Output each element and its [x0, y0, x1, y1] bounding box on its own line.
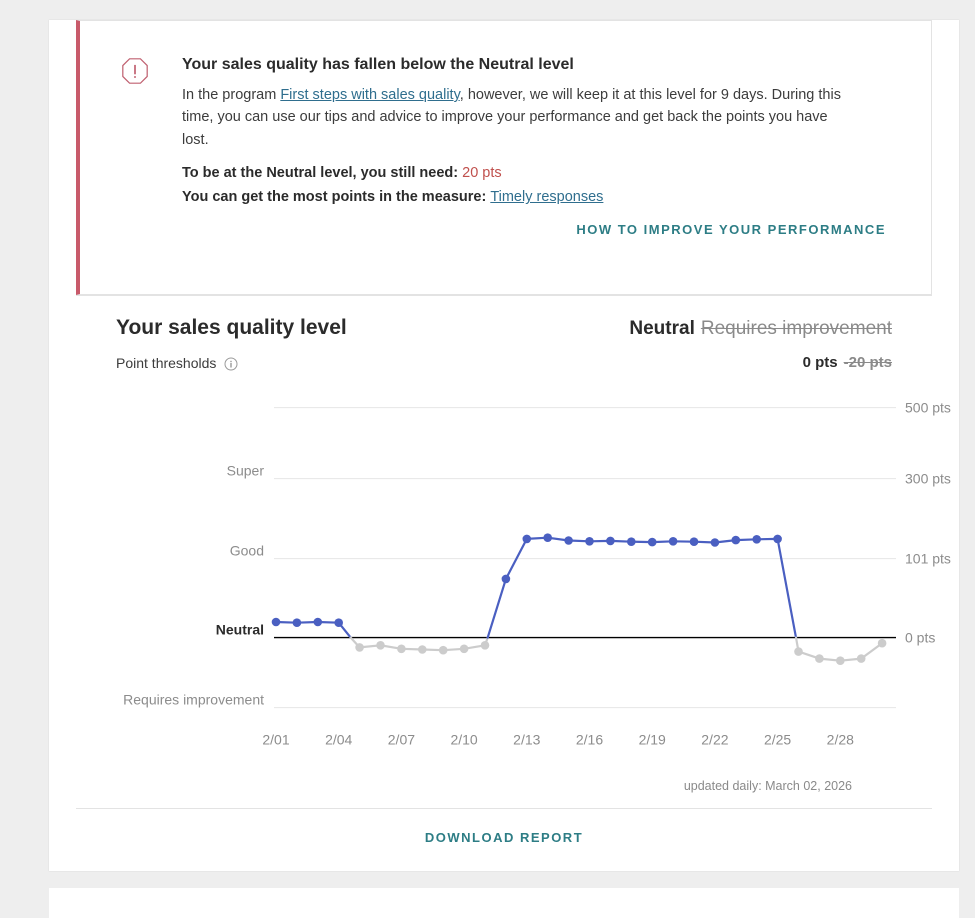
svg-text:500 pts: 500 pts [905, 400, 951, 416]
svg-text:0 pts: 0 pts [905, 630, 935, 646]
svg-text:2/22: 2/22 [701, 732, 728, 748]
svg-text:2/10: 2/10 [450, 732, 477, 748]
svg-text:2/28: 2/28 [827, 732, 854, 748]
svg-text:Requires improvement: Requires improvement [123, 692, 264, 708]
svg-text:2/16: 2/16 [576, 732, 603, 748]
svg-text:2/07: 2/07 [388, 732, 415, 748]
svg-text:2/19: 2/19 [639, 732, 666, 748]
svg-text:2/04: 2/04 [325, 732, 352, 748]
svg-text:2/01: 2/01 [262, 732, 289, 748]
svg-text:Super: Super [227, 463, 265, 479]
svg-text:101 pts: 101 pts [905, 551, 951, 567]
svg-text:2/25: 2/25 [764, 732, 791, 748]
svg-text:300 pts: 300 pts [905, 471, 951, 487]
svg-text:Neutral: Neutral [216, 622, 264, 638]
svg-text:2/13: 2/13 [513, 732, 540, 748]
svg-text:Good: Good [230, 543, 264, 559]
